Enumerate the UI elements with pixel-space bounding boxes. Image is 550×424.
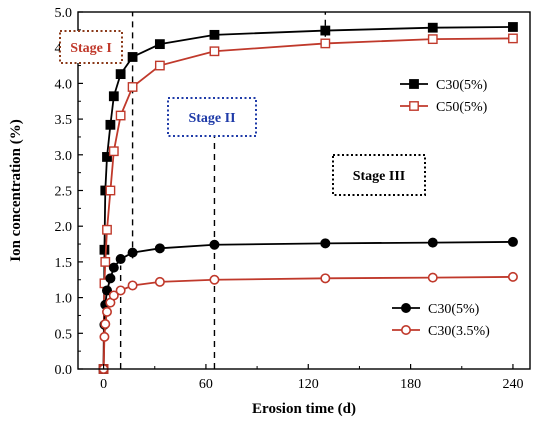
legend-upper-right: C30(5%) C50(5%) bbox=[400, 78, 488, 115]
data-point-s4-13 bbox=[507, 271, 518, 282]
data-point-s2-12 bbox=[427, 34, 438, 45]
series-1 bbox=[98, 22, 518, 374]
stage-divider-lines bbox=[119, 12, 327, 369]
data-point-s1-7 bbox=[115, 69, 126, 80]
data-point-s1-8 bbox=[127, 52, 138, 62]
data-point-s1-12 bbox=[427, 22, 438, 33]
series-4 bbox=[98, 271, 518, 374]
data-point-s4-3 bbox=[100, 319, 111, 330]
y-tick-label: 5.0 bbox=[55, 6, 73, 21]
data-point-s4-9 bbox=[154, 276, 165, 287]
legend-swatch-marker bbox=[409, 101, 419, 111]
data-point-s3-13 bbox=[507, 236, 518, 247]
data-point-s4-10 bbox=[209, 274, 220, 285]
data-point-s3-6 bbox=[108, 262, 119, 273]
stage-label: Stage II bbox=[188, 111, 235, 126]
stage-box bbox=[332, 154, 426, 196]
y-tick-label: 1.5 bbox=[55, 256, 73, 271]
data-point-s2-13 bbox=[508, 33, 518, 44]
stage-label: Stage I bbox=[70, 41, 112, 56]
data-point-s3-10 bbox=[209, 239, 220, 250]
data-point-s4-7 bbox=[115, 285, 126, 296]
data-point-s1-10 bbox=[209, 29, 220, 40]
y-tick-label: 3.0 bbox=[55, 149, 73, 164]
y-tick-label: 2.5 bbox=[55, 185, 73, 200]
stage-annotation-1: Stage I bbox=[59, 30, 123, 64]
data-point-s1-13 bbox=[508, 22, 518, 32]
axes: 0.00.51.01.52.02.53.03.54.04.55.00601201… bbox=[8, 6, 531, 417]
series-3 bbox=[98, 236, 518, 374]
data-point-s3-4 bbox=[101, 285, 112, 296]
data-point-s2-7 bbox=[115, 110, 126, 121]
stage-box bbox=[59, 30, 123, 64]
y-tick-label: 4.0 bbox=[55, 77, 73, 92]
legends: C30(5%) C50(5%) C30(5%) C30(3.5%) bbox=[392, 78, 490, 339]
data-point-s2-11 bbox=[320, 38, 331, 49]
x-tick-label: 180 bbox=[400, 377, 421, 392]
legend-swatch-marker bbox=[400, 302, 411, 313]
legend-swatch-marker bbox=[409, 79, 419, 89]
series-layer bbox=[98, 22, 518, 374]
data-point-s3-8 bbox=[127, 247, 138, 258]
legend-entry-label: C30(3.5%) bbox=[428, 324, 490, 339]
data-point-s2-8 bbox=[127, 82, 138, 92]
stage-annotations: Stage I Stage II Stage III bbox=[59, 30, 426, 196]
stage-annotation-3: Stage III bbox=[332, 154, 426, 196]
legend-entry-label: C30(5%) bbox=[436, 78, 488, 93]
data-point-s2-4 bbox=[102, 224, 112, 235]
y-tick-label: 0.5 bbox=[55, 327, 73, 342]
x-tick-label: 240 bbox=[502, 377, 523, 392]
data-point-s4-11 bbox=[320, 273, 331, 284]
stage-box bbox=[167, 97, 257, 137]
data-point-s1-11 bbox=[320, 25, 331, 36]
data-point-s3-5 bbox=[105, 273, 116, 284]
y-tick-label: 0.0 bbox=[55, 363, 73, 378]
y-tick-label: 3.5 bbox=[55, 113, 73, 128]
data-point-s1-6 bbox=[108, 91, 119, 102]
data-point-s3-7 bbox=[115, 254, 126, 265]
data-point-s2-3 bbox=[100, 257, 111, 267]
data-point-s3-9 bbox=[154, 243, 165, 254]
data-point-s2-5 bbox=[105, 185, 116, 196]
y-axis-title: Ion concentration (%) bbox=[8, 119, 24, 262]
series-line-4 bbox=[102, 275, 513, 370]
y-tick-label: 1.0 bbox=[55, 292, 73, 307]
legend-entry-label: C50(5%) bbox=[436, 100, 488, 115]
x-tick-label: 0 bbox=[100, 377, 107, 392]
x-tick-label: 60 bbox=[199, 377, 213, 392]
data-point-s1-2 bbox=[99, 244, 110, 255]
data-point-s4-12 bbox=[427, 272, 438, 283]
data-point-s1-9 bbox=[154, 39, 165, 50]
stage-label: Stage III bbox=[353, 169, 406, 184]
data-point-s4-8 bbox=[127, 280, 138, 291]
data-point-s3-11 bbox=[320, 238, 331, 249]
data-point-s2-9 bbox=[154, 60, 165, 71]
x-axis-title: Erosion time (d) bbox=[252, 401, 356, 417]
data-point-s4-4 bbox=[101, 306, 112, 317]
data-point-s3-12 bbox=[427, 237, 438, 248]
x-tick-label: 120 bbox=[298, 377, 319, 392]
data-point-s2-10 bbox=[209, 46, 220, 57]
legend-swatch-marker bbox=[400, 324, 411, 335]
data-point-s4-6 bbox=[108, 290, 119, 301]
legend-lower-right: C30(5%) C30(3.5%) bbox=[392, 302, 490, 339]
data-point-s2-6 bbox=[108, 146, 119, 157]
stage-annotation-2: Stage II bbox=[167, 97, 257, 137]
data-point-s1-5 bbox=[105, 119, 116, 130]
legend-entry-label: C30(5%) bbox=[428, 302, 480, 317]
data-point-s4-2 bbox=[99, 331, 110, 342]
data-point-s1-4 bbox=[102, 152, 112, 162]
y-tick-label: 2.0 bbox=[55, 220, 73, 235]
